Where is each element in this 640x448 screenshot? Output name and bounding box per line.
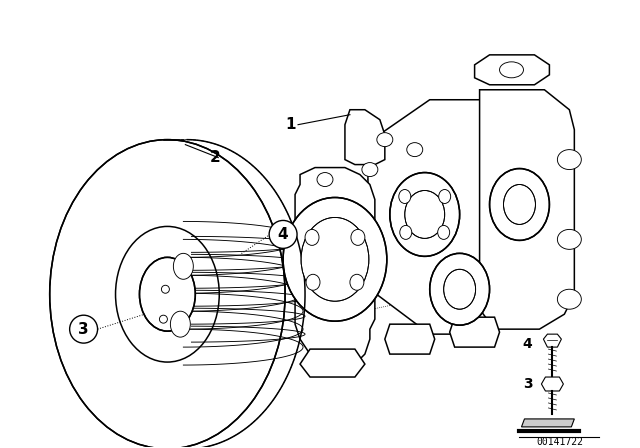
Circle shape [161,285,170,293]
Ellipse shape [438,225,450,239]
Text: 3: 3 [523,377,532,391]
Ellipse shape [170,311,190,337]
Ellipse shape [377,133,393,146]
Ellipse shape [504,185,536,224]
Ellipse shape [404,190,445,238]
Ellipse shape [301,217,369,301]
Ellipse shape [390,172,460,256]
Ellipse shape [444,269,476,309]
Text: 4: 4 [523,337,532,351]
Ellipse shape [557,229,581,250]
Text: 00141722: 00141722 [536,437,583,447]
Ellipse shape [351,229,365,246]
Ellipse shape [429,254,490,325]
Circle shape [269,220,297,248]
Ellipse shape [140,257,195,331]
Ellipse shape [438,190,451,203]
Ellipse shape [283,198,387,321]
Circle shape [70,315,97,343]
Ellipse shape [50,140,285,448]
Polygon shape [300,349,365,377]
Text: 2: 2 [210,150,221,165]
Ellipse shape [557,289,581,309]
Polygon shape [295,168,375,369]
Ellipse shape [306,274,320,290]
Text: 3: 3 [78,322,89,336]
Ellipse shape [490,168,549,241]
Ellipse shape [350,274,364,290]
Polygon shape [543,334,561,347]
Polygon shape [475,55,549,85]
Polygon shape [345,110,385,164]
Text: 4: 4 [278,227,289,242]
Ellipse shape [173,254,193,279]
Polygon shape [450,317,500,347]
Polygon shape [541,377,563,391]
Ellipse shape [500,62,524,78]
Ellipse shape [362,163,378,177]
Polygon shape [385,324,435,354]
Ellipse shape [407,142,423,157]
Polygon shape [522,419,574,427]
Ellipse shape [317,172,333,186]
Circle shape [159,315,168,323]
Ellipse shape [400,225,412,239]
Ellipse shape [399,190,411,203]
Polygon shape [479,90,574,329]
Text: 1: 1 [285,117,295,132]
Ellipse shape [557,150,581,169]
Polygon shape [365,100,504,334]
Ellipse shape [305,229,319,246]
